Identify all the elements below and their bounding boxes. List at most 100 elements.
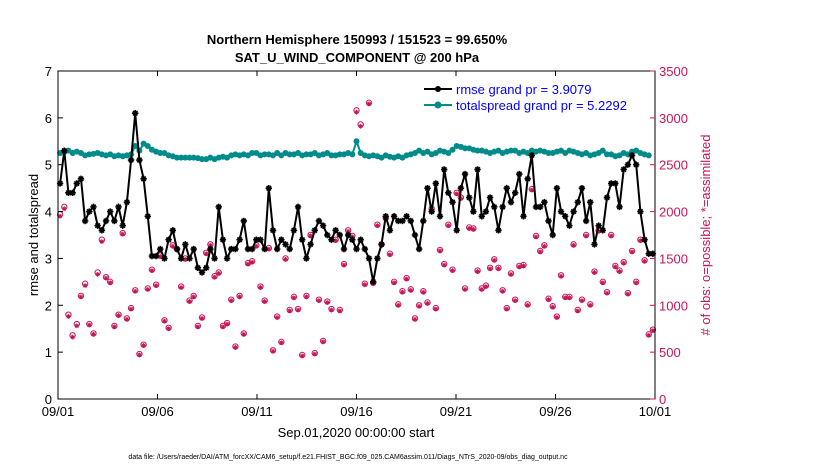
totalspread-point [132, 142, 139, 149]
legend-rmse-label: rmse grand pr = 3.9079 [456, 82, 592, 97]
obs-assimilated-marker [274, 315, 280, 320]
rmse-point [599, 227, 607, 234]
obs-assimilated-marker [600, 280, 606, 286]
obs-assimilated-marker [416, 303, 422, 309]
rmse-point [324, 231, 331, 239]
x-tick-label: 09/21 [440, 404, 473, 419]
obs-assimilated-marker [441, 262, 447, 268]
obs-assimilated-marker [362, 282, 368, 288]
rmse-point [524, 175, 531, 182]
rmse-point [186, 255, 193, 262]
obs-assimilated-marker [650, 328, 656, 333]
totalspread-point [182, 154, 189, 161]
rmse-point [98, 227, 106, 234]
rmse-point [177, 255, 185, 262]
obs-assimilated-marker [299, 353, 305, 359]
obs-assimilated-marker [216, 271, 222, 276]
obs-markers [56, 99, 657, 359]
rmse-point [390, 213, 398, 220]
totalspread-point [462, 145, 469, 152]
rmse-point [641, 236, 648, 243]
rmse-point [549, 231, 556, 239]
obs-assimilated-marker [107, 280, 113, 286]
rmse-point [461, 170, 469, 178]
obs-assimilated-marker [450, 268, 455, 274]
rmse-point [61, 147, 68, 154]
obs-assimilated-marker [420, 289, 426, 295]
rmse-point [136, 156, 143, 164]
totalspread-point [186, 154, 193, 161]
obs-assimilated-marker [637, 238, 643, 244]
rmse-point [349, 236, 356, 243]
totalspread-point [336, 151, 343, 158]
rmse-point [223, 255, 231, 262]
y-right-tick-label: 1000 [659, 298, 688, 313]
obs-assimilated-marker [170, 243, 176, 249]
rmse-point [440, 166, 448, 173]
y-left-tick-label: 6 [45, 111, 52, 126]
obs-assimilated-marker [128, 306, 134, 312]
obs-assimilated-marker [258, 285, 263, 290]
legend-spread-marker [434, 101, 442, 109]
rmse-point [215, 203, 222, 211]
rmse-point [495, 227, 502, 234]
y-left-tick-label: 2 [45, 298, 52, 313]
rmse-point [102, 217, 110, 225]
rmse-point [190, 245, 197, 253]
rmse-point [578, 184, 586, 192]
rmse-point [182, 241, 189, 248]
rmse-point [486, 194, 494, 201]
rmse-point [203, 264, 210, 271]
rmse-point [645, 250, 652, 257]
obs-assimilated-marker [237, 294, 243, 300]
rmse-point [503, 184, 510, 192]
totalspread-point [199, 156, 206, 163]
rmse-point [474, 166, 481, 173]
obs-assimilated-marker [287, 308, 293, 314]
rmse-point [161, 255, 168, 262]
obs-assimilated-marker [437, 248, 443, 254]
rmse-point [620, 166, 627, 173]
rmse-point [582, 217, 590, 225]
rmse-point [140, 175, 147, 182]
totalspread-point [157, 150, 164, 156]
obs-assimilated-marker [354, 109, 359, 115]
rmse-point [73, 180, 80, 187]
obs-assimilated-marker [324, 300, 330, 305]
obs-assimilated-marker [642, 258, 647, 264]
totalspread-point [474, 147, 481, 154]
rmse-point [449, 199, 456, 206]
obs-assimilated-marker [487, 266, 493, 272]
obs-assimilated-marker [541, 243, 547, 249]
obs-assimilated-marker [245, 261, 251, 267]
rmse-point [94, 222, 101, 229]
y-left-tick-label: 0 [45, 392, 52, 407]
obs-assimilated-marker [554, 315, 560, 320]
obs-assimilated-marker [57, 213, 63, 219]
rmse-point [395, 217, 402, 225]
obs-assimilated-marker [207, 242, 213, 248]
rmse-point [123, 199, 131, 206]
rmse-point [69, 189, 76, 197]
rmse-point [207, 245, 214, 253]
totalspread-point [349, 151, 356, 158]
rmse-point [399, 217, 406, 225]
rmse-point [637, 208, 644, 215]
obs-assimilated-marker [491, 257, 497, 263]
rmse-point [198, 269, 206, 276]
obs-assimilated-marker [633, 280, 639, 286]
rmse-point [516, 170, 523, 178]
obs-assimilated-marker [546, 297, 551, 303]
rmse-point [607, 180, 615, 187]
rmse-point [340, 245, 348, 253]
legend: rmse grand pr = 3.9079 totalspread grand… [424, 82, 627, 113]
rmse-point [562, 213, 569, 220]
chart-title-line2: SAT_U_WIND_COMPONENT @ 200 hPa [235, 50, 480, 65]
rmse-point [369, 278, 377, 286]
rmse-point [536, 203, 544, 211]
rmse-point [411, 231, 419, 239]
obs-assimilated-marker [187, 299, 192, 304]
rmse-point [407, 217, 414, 225]
rmse-point [328, 236, 335, 243]
rmse-point [169, 227, 177, 234]
